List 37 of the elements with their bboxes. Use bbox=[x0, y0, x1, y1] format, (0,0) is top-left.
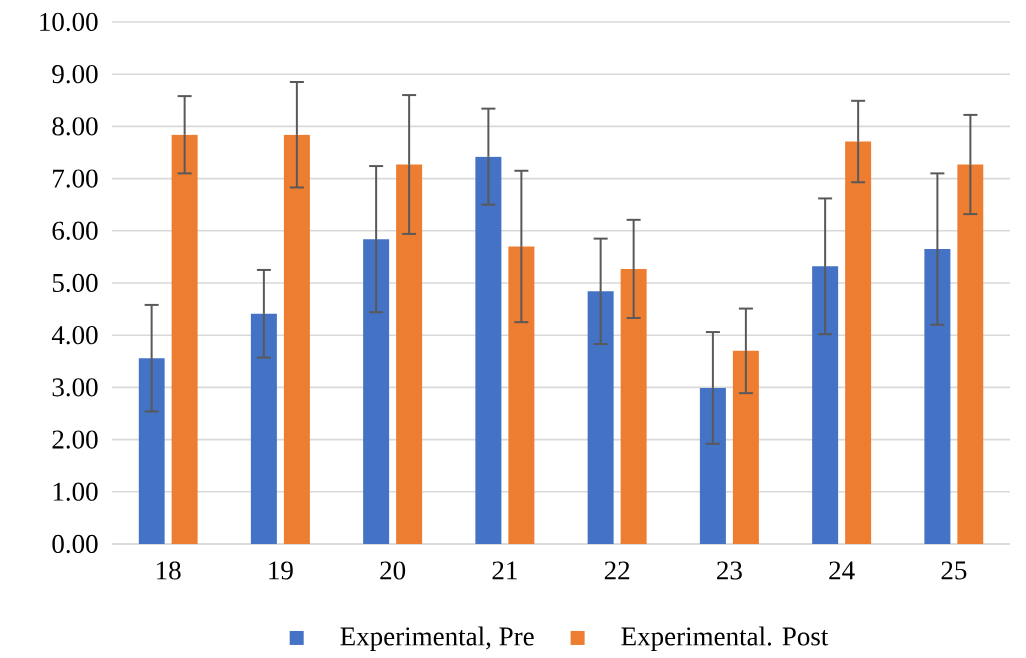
x-tick-label: 24 bbox=[829, 561, 855, 580]
bar bbox=[171, 134, 198, 544]
y-tick-label: 10.00 bbox=[40, 12, 98, 32]
bar bbox=[363, 239, 390, 544]
y-tick-label: 9.00 bbox=[52, 65, 98, 84]
x-tick-label: 22 bbox=[604, 561, 630, 580]
y-tick-label: 0.00 bbox=[52, 534, 98, 554]
bar bbox=[924, 249, 951, 544]
y-tick-label: 3.00 bbox=[52, 378, 98, 397]
bar bbox=[957, 164, 984, 544]
bar bbox=[283, 134, 310, 544]
x-tick-label: 18 bbox=[157, 561, 181, 580]
y-tick-label: 4.00 bbox=[51, 326, 98, 345]
x-tick-label: 19 bbox=[269, 561, 293, 580]
y-tick-label: 2.00 bbox=[52, 430, 98, 449]
bar bbox=[845, 141, 872, 544]
legend-label: Experimental, Pre bbox=[340, 626, 534, 652]
bar bbox=[475, 156, 502, 544]
legend-label: Experimental. Post bbox=[621, 626, 829, 652]
y-tick-label: 5.00 bbox=[52, 273, 98, 293]
x-tick-label: 23 bbox=[717, 561, 742, 580]
y-tick-label: 7.00 bbox=[53, 169, 98, 188]
x-tick-label: 25 bbox=[941, 561, 967, 580]
bar bbox=[699, 387, 726, 544]
bar bbox=[396, 164, 423, 544]
bar bbox=[250, 313, 277, 544]
y-tick-label: 8.00 bbox=[52, 117, 98, 136]
x-tick-label: 21 bbox=[492, 561, 517, 580]
bar bbox=[587, 291, 614, 544]
bar bbox=[812, 266, 839, 544]
bar bbox=[620, 268, 647, 544]
y-tick-label: 6.00 bbox=[52, 221, 98, 240]
x-tick-label: 20 bbox=[380, 561, 406, 580]
bar bbox=[138, 358, 165, 544]
bar bbox=[732, 350, 759, 544]
bar bbox=[508, 246, 535, 544]
y-tick-label: 1.00 bbox=[53, 482, 98, 501]
